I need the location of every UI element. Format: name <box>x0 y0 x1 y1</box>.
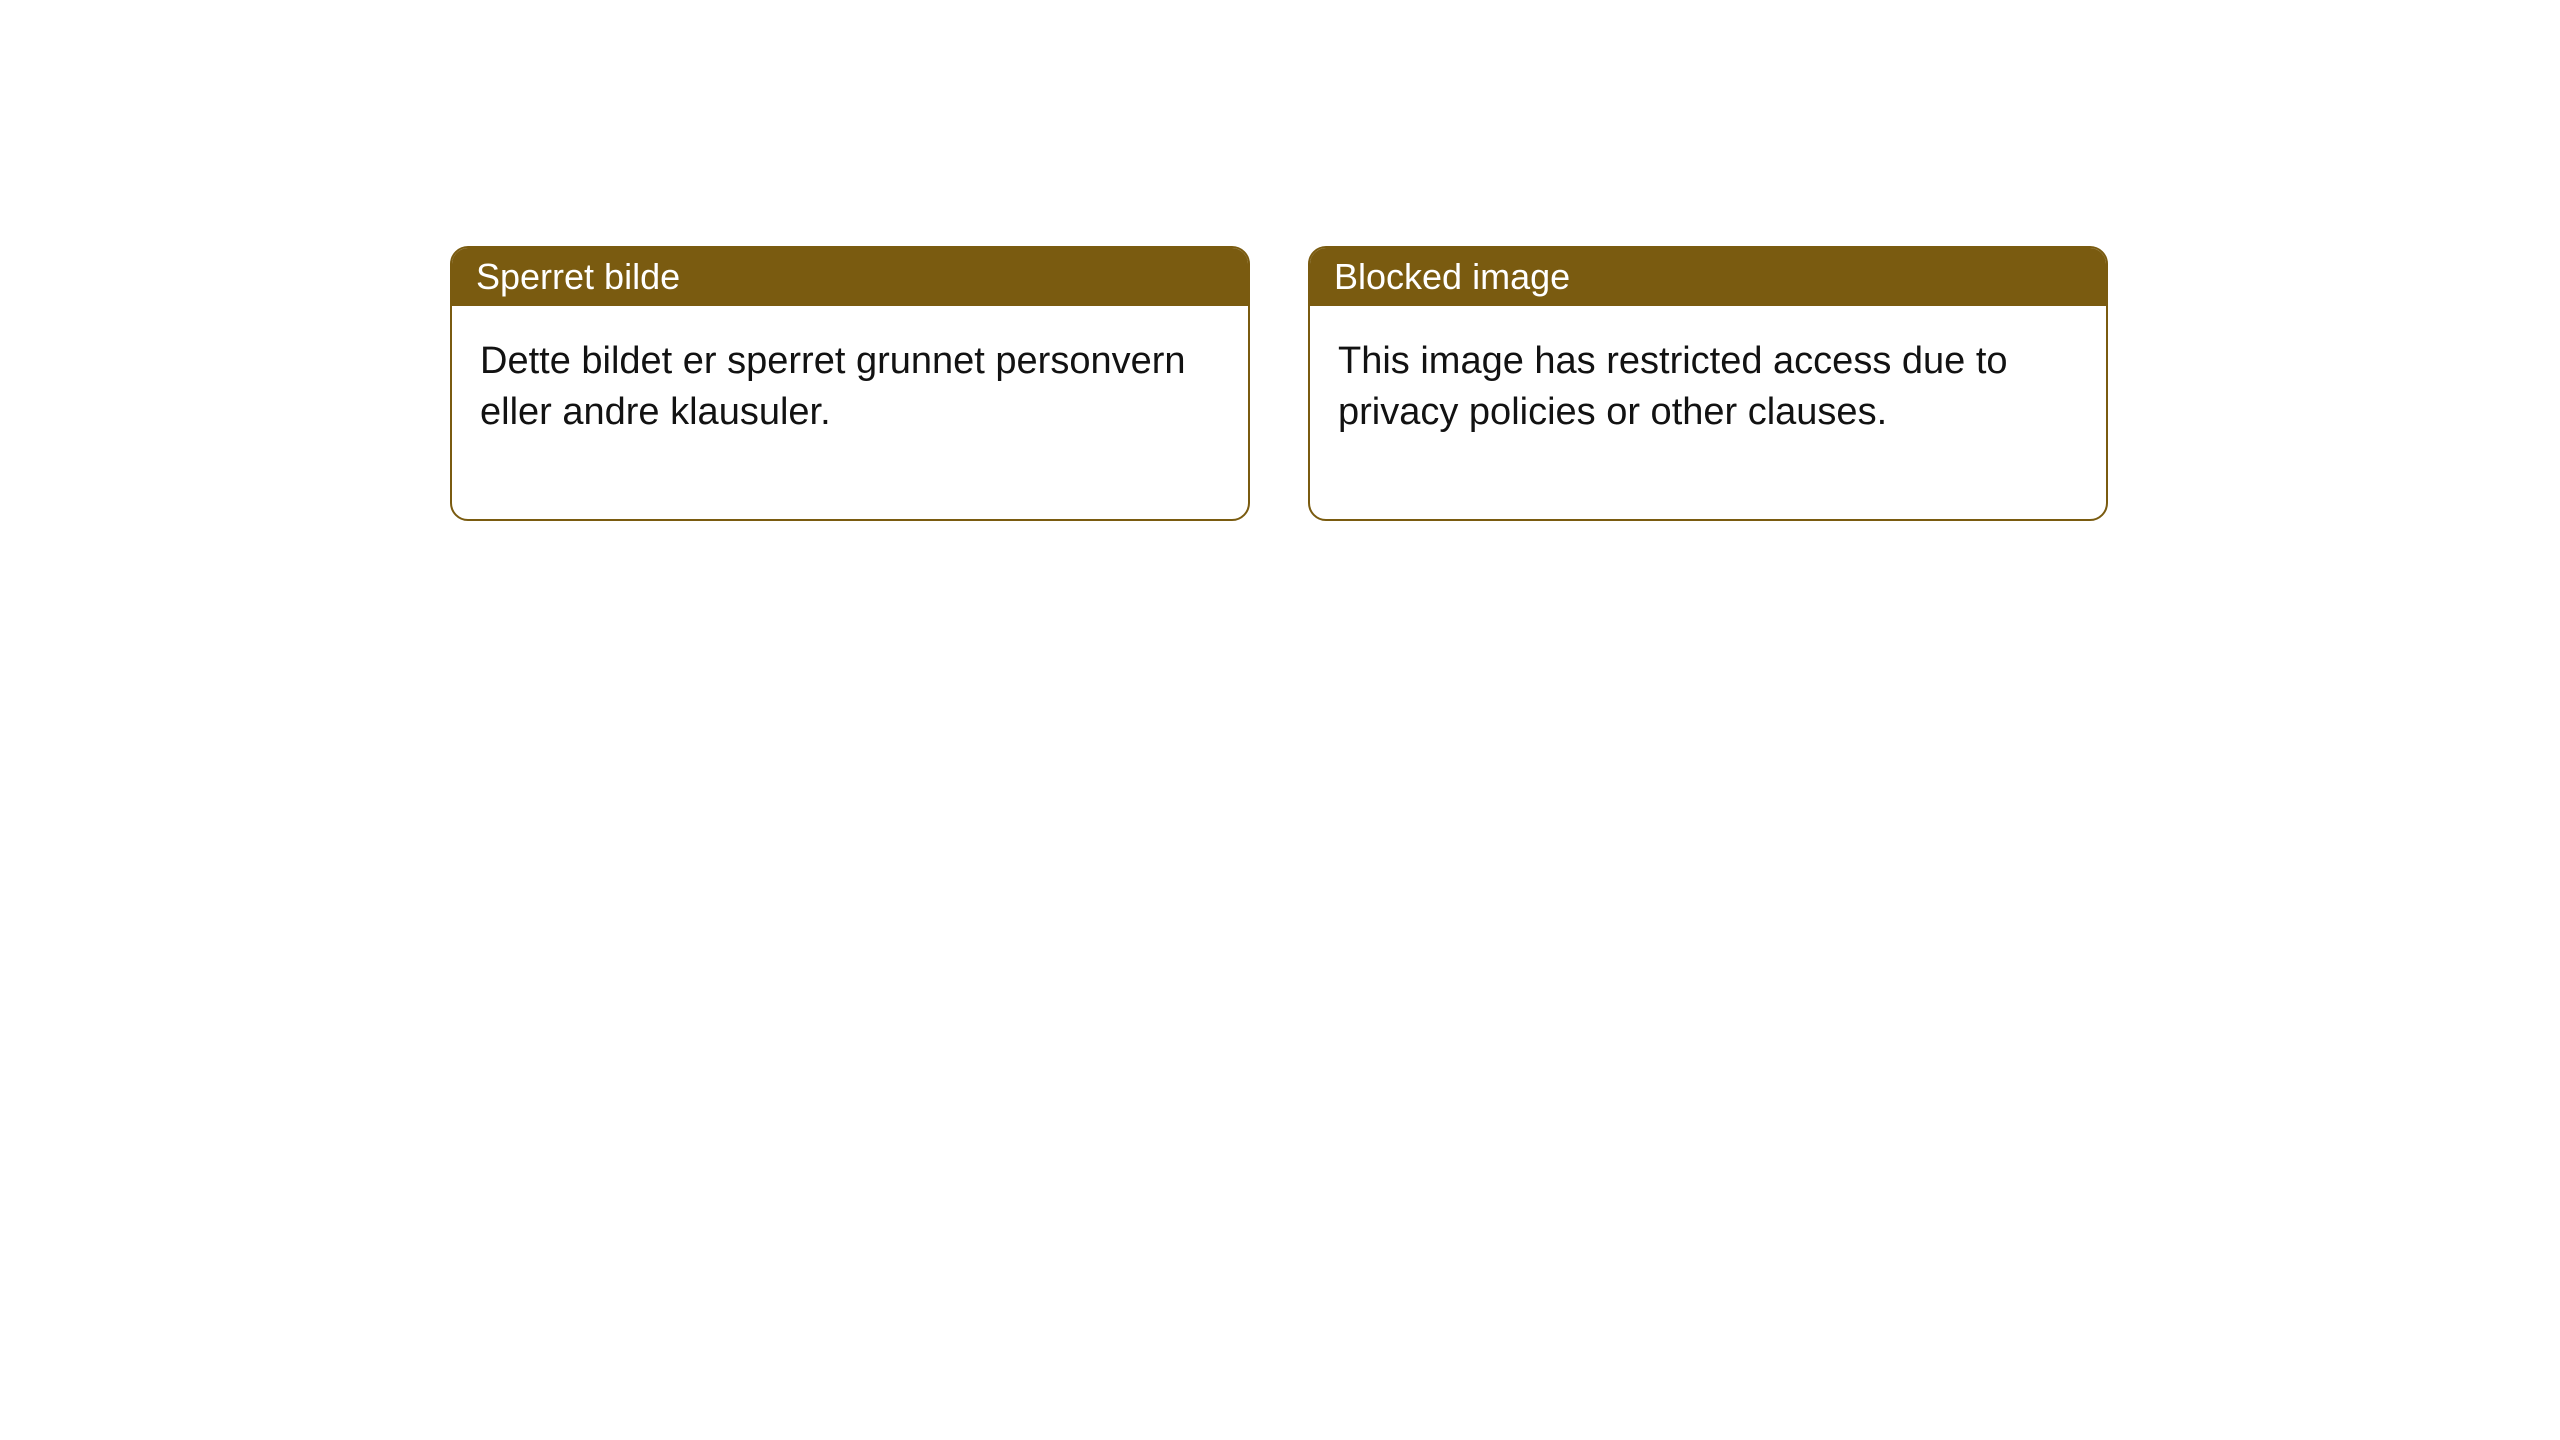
notice-body-text: Dette bildet er sperret grunnet personve… <box>480 340 1186 433</box>
notice-header-english: Blocked image <box>1310 248 2106 306</box>
notice-title: Sperret bilde <box>476 256 680 297</box>
notice-header-norwegian: Sperret bilde <box>452 248 1248 306</box>
notice-body-norwegian: Dette bildet er sperret grunnet personve… <box>452 306 1248 519</box>
notice-card-english: Blocked image This image has restricted … <box>1308 246 2108 521</box>
notice-body-text: This image has restricted access due to … <box>1338 340 2008 433</box>
notice-title: Blocked image <box>1334 256 1570 297</box>
notice-container: Sperret bilde Dette bildet er sperret gr… <box>450 246 2108 521</box>
notice-body-english: This image has restricted access due to … <box>1310 306 2106 519</box>
notice-card-norwegian: Sperret bilde Dette bildet er sperret gr… <box>450 246 1250 521</box>
